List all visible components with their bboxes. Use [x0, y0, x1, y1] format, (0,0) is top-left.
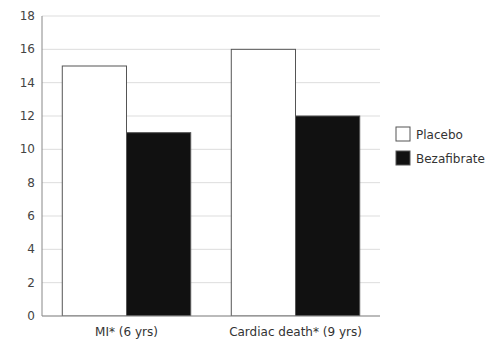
y-tick-label: 2 — [27, 276, 35, 290]
y-axis — [42, 16, 43, 316]
grid-line — [42, 16, 380, 17]
y-tick-label: 16 — [20, 42, 35, 56]
y-tick-label: 14 — [20, 76, 35, 90]
grid-line — [42, 316, 380, 317]
bars — [62, 49, 359, 316]
bar — [127, 133, 191, 316]
y-tick-label: 12 — [20, 109, 35, 123]
bar — [62, 66, 126, 316]
y-tick-label: 4 — [27, 242, 35, 256]
x-axis — [42, 316, 380, 317]
y-tick-label: 6 — [27, 209, 35, 223]
x-tick-label: MI* (6 yrs) — [95, 325, 158, 339]
y-tick-label: 18 — [20, 9, 35, 23]
bar — [231, 49, 295, 316]
x-tick-label: Cardiac death* (9 yrs) — [229, 325, 362, 339]
legend-label: Placebo — [416, 128, 463, 142]
legend: Placebo Bezafibrate — [396, 127, 485, 166]
y-tick-label: 10 — [20, 142, 35, 156]
legend-label: Bezafibrate — [416, 152, 485, 166]
y-tick-label: 0 — [27, 309, 35, 323]
legend-swatch — [396, 151, 410, 165]
y-tick-label: 8 — [27, 176, 35, 190]
chart: 0 2 4 6 8 10 12 14 16 18 MI* (6 yrs) Cardiac death*… — [0, 0, 500, 352]
chart-container: 0 2 4 6 8 10 12 14 16 18 MI* (6 yrs) Cardiac death*… — [0, 0, 500, 352]
legend-swatch — [396, 127, 410, 141]
bar — [296, 116, 360, 316]
grid — [42, 16, 380, 316]
grid-line — [42, 49, 380, 50]
